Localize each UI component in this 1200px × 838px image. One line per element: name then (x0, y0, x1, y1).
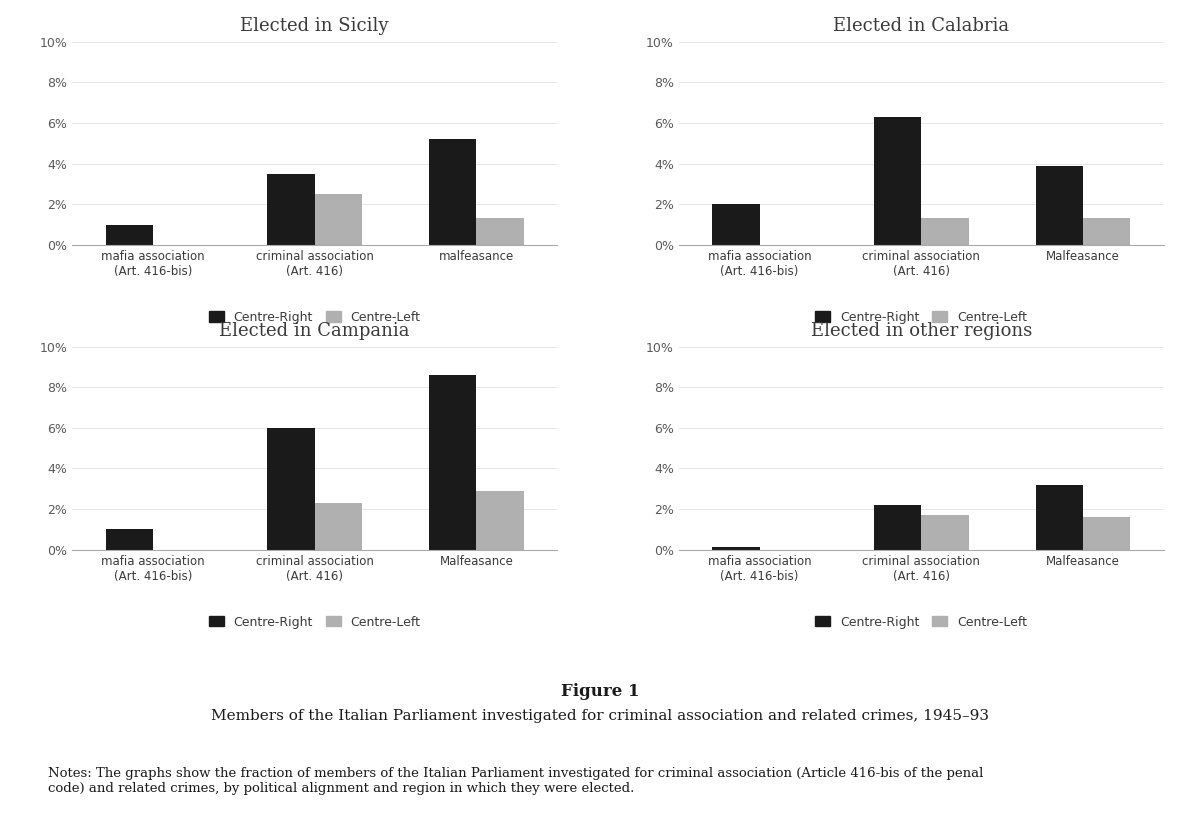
Text: Notes: The graphs show the fraction of members of the Italian Parliament investi: Notes: The graphs show the fraction of m… (48, 767, 983, 794)
Bar (314, 503, 362, 550)
Title: Elected in Sicily: Elected in Sicily (240, 17, 389, 35)
Text: Figure 1: Figure 1 (560, 683, 640, 700)
Bar (268, 173, 314, 245)
Bar (874, 117, 922, 245)
Bar (1084, 517, 1130, 550)
Title: Elected in Campania: Elected in Campania (220, 322, 410, 339)
Bar (874, 505, 922, 550)
Bar (922, 219, 968, 245)
Bar (268, 428, 314, 550)
Bar (922, 515, 968, 550)
Bar (314, 194, 362, 245)
Text: Members of the Italian Parliament investigated for criminal association and rela: Members of the Italian Parliament invest… (211, 710, 989, 723)
Bar (476, 491, 523, 550)
Bar (1036, 484, 1084, 550)
Bar (1036, 166, 1084, 245)
Bar (106, 530, 152, 550)
Legend: Centre-Right, Centre-Left: Centre-Right, Centre-Left (815, 311, 1027, 323)
Bar (430, 375, 476, 550)
Title: Elected in Calabria: Elected in Calabria (833, 17, 1009, 35)
Bar (106, 225, 152, 245)
Bar (476, 219, 523, 245)
Legend: Centre-Right, Centre-Left: Centre-Right, Centre-Left (815, 616, 1027, 628)
Legend: Centre-Right, Centre-Left: Centre-Right, Centre-Left (209, 616, 421, 628)
Legend: Centre-Right, Centre-Left: Centre-Right, Centre-Left (209, 311, 421, 323)
Bar (713, 546, 760, 550)
Bar (713, 204, 760, 245)
Title: Elected in other regions: Elected in other regions (811, 322, 1032, 339)
Bar (430, 139, 476, 245)
Bar (1084, 219, 1130, 245)
